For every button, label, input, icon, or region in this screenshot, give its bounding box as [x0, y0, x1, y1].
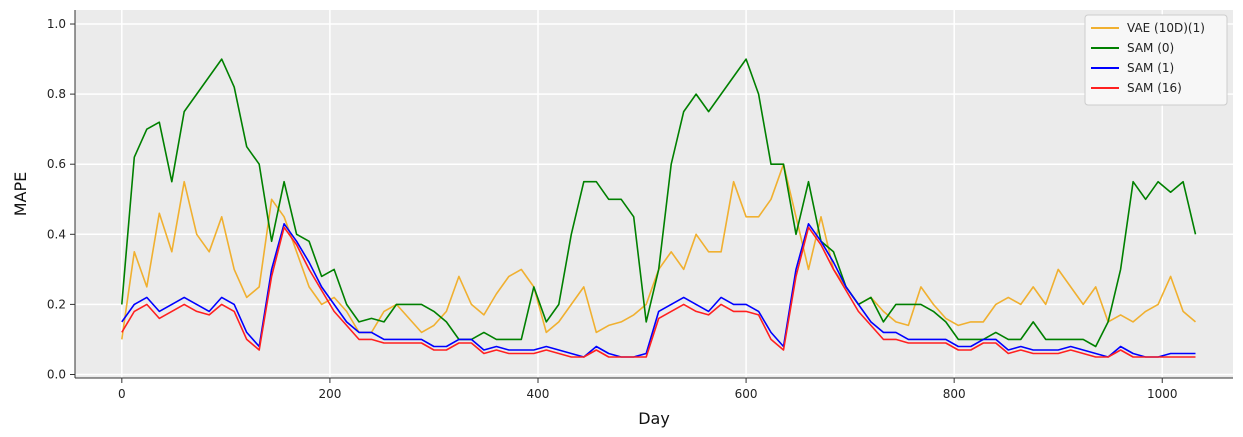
y-tick-label: 0.2: [47, 297, 66, 311]
x-tick-label: 800: [943, 387, 966, 401]
y-tick-label: 1.0: [47, 17, 66, 31]
legend-label: VAE (10D)(1): [1127, 21, 1205, 35]
series-line-3: [121, 226, 1196, 358]
legend-box: [1084, 14, 1228, 106]
x-tick-label: 200: [318, 387, 341, 401]
x-tick-label: 600: [735, 387, 758, 401]
y-tick-label: 0.6: [47, 157, 66, 171]
series-lines: [121, 58, 1197, 358]
plot-area-background: [75, 10, 1233, 378]
x-tick-label: 400: [527, 387, 550, 401]
y-axis-title: MAPE: [11, 172, 30, 217]
y-ticks: 0.0 0.2 0.4 0.6 0.8 1.0: [47, 17, 75, 381]
legend-label: SAM (1): [1127, 61, 1174, 75]
x-ticks: 0 200 400 600 800 1000: [118, 378, 1178, 401]
y-tick-label: 0.4: [47, 227, 66, 241]
y-tick-label: 0.0: [47, 367, 66, 381]
y-tick-label: 0.8: [47, 87, 66, 101]
legend-label: SAM (16): [1127, 81, 1182, 95]
x-axis-title: Day: [638, 409, 670, 428]
legend: VAE (10D)(1) SAM (0) SAM (1) SAM (16): [1084, 14, 1228, 106]
x-tick-label: 1000: [1147, 387, 1178, 401]
series-line-1: [121, 58, 1197, 348]
axes: [74, 10, 1233, 379]
series-line-2: [121, 223, 1196, 358]
legend-label: SAM (0): [1127, 41, 1174, 55]
x-tick-label: 0: [118, 387, 126, 401]
